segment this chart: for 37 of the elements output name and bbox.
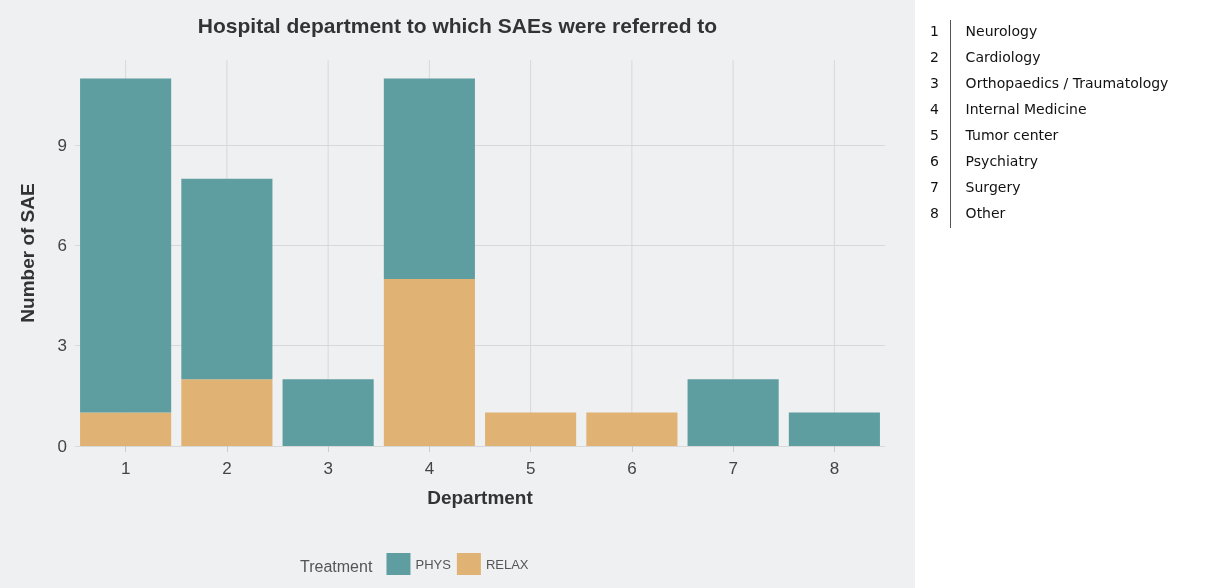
- x-axis-title: Department: [427, 487, 534, 508]
- bar: [282, 379, 374, 446]
- x-tick-label: 6: [627, 459, 637, 478]
- legend-label: RELAX: [485, 556, 529, 572]
- y-tick-label: 3: [57, 336, 67, 356]
- bar: [687, 379, 779, 446]
- bar: [586, 412, 678, 446]
- y-axis-title: Number of SAE: [17, 183, 38, 323]
- y-tick-label: 0: [57, 436, 67, 456]
- bar: [80, 412, 172, 446]
- x-tick-label: 8: [829, 459, 840, 478]
- text: 8 Other: [930, 204, 1007, 223]
- bar: [181, 178, 273, 380]
- text: 1 Neurology: [930, 22, 1039, 41]
- legend-title: Treatment: [300, 557, 373, 575]
- x-tick-label: 3: [323, 459, 333, 478]
- x-tick-label: 4: [424, 459, 435, 478]
- bar: [788, 412, 880, 446]
- bar: [485, 412, 577, 446]
- legend-label: PHYS: [415, 556, 452, 572]
- text: 3 Orthopaedics / Traumatology: [930, 74, 1170, 93]
- y-tick-label: 6: [57, 235, 67, 255]
- bar: [383, 78, 475, 279]
- bar: [383, 278, 475, 446]
- text: 7 Surgery: [930, 178, 1022, 197]
- text: 6 Psychiatry: [930, 152, 1039, 171]
- chart-title: Hospital department to which SAEs were referred to: [197, 14, 718, 37]
- text: 2 Cardiology: [930, 48, 1042, 67]
- x-tick-label: 1: [120, 459, 131, 478]
- text: 4 Internal Medicine: [930, 100, 1088, 119]
- bar: [181, 379, 273, 446]
- x-tick-label: 2: [222, 459, 232, 478]
- text: 5 Tumor center: [930, 126, 1060, 145]
- y-tick-label: 9: [57, 135, 67, 155]
- bar: [80, 78, 172, 413]
- x-tick-label: 5: [525, 459, 536, 478]
- x-tick-label: 7: [728, 459, 738, 478]
